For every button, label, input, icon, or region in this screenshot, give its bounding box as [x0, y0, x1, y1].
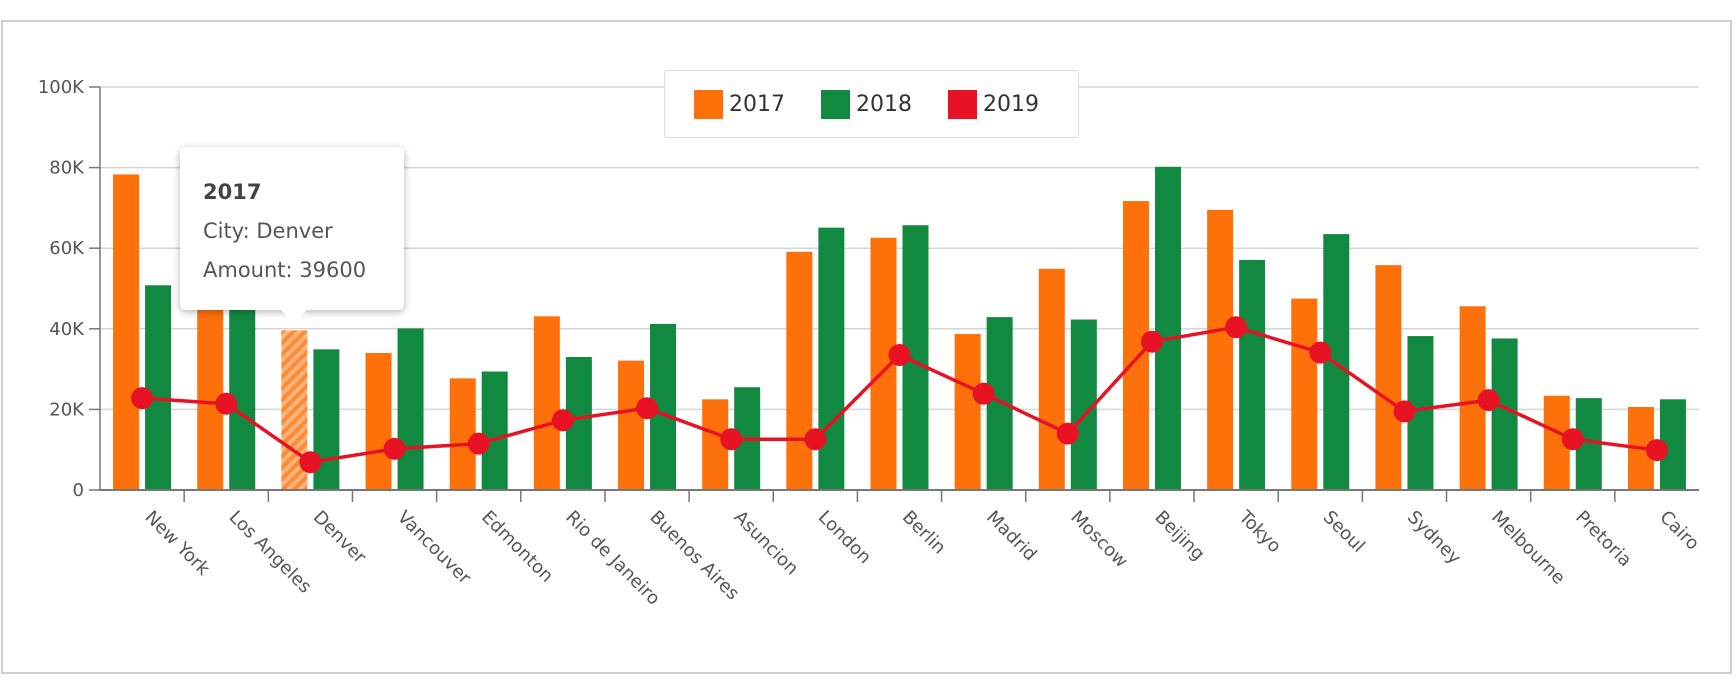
point-2019-beijing[interactable]: [1140, 330, 1163, 353]
point-2019-vancouver[interactable]: [383, 437, 406, 460]
tooltip-city: City: Denver: [203, 219, 333, 243]
bar-2018-new-york[interactable]: [145, 285, 172, 490]
x-tick-label: Melbourne: [1487, 507, 1569, 589]
x-tick-label: Sydney: [1403, 507, 1465, 569]
x-tick-label: Denver: [309, 507, 371, 569]
legend-item-2017[interactable]: 2017: [694, 89, 785, 119]
bar-2017-edmonton[interactable]: [449, 378, 476, 490]
bar-2018-london[interactable]: [818, 227, 845, 490]
point-2019-pretoria[interactable]: [1561, 428, 1584, 451]
bar-2017-seoul[interactable]: [1291, 298, 1318, 490]
point-2019-denver[interactable]: [299, 451, 322, 474]
bar-2017-buenos-aires[interactable]: [618, 360, 645, 490]
point-2019-berlin[interactable]: [888, 343, 911, 366]
bar-2018-edmonton[interactable]: [481, 371, 508, 490]
point-2019-melbourne[interactable]: [1477, 389, 1500, 412]
y-tick-label: 100K: [38, 77, 85, 98]
x-tick-label: Madrid: [982, 507, 1041, 566]
x-tick-label: Vancouver: [393, 507, 475, 589]
tooltip-title: 2017: [203, 180, 262, 204]
point-2019-asuncion[interactable]: [720, 428, 743, 451]
bar-2017-moscow[interactable]: [1038, 268, 1065, 490]
bar-2018-tokyo[interactable]: [1239, 259, 1266, 490]
chart-container: [1, 20, 1732, 674]
point-2019-buenos-aires[interactable]: [636, 397, 659, 420]
point-2019-seoul[interactable]: [1309, 341, 1332, 364]
legend-label: 2017: [729, 91, 785, 117]
y-tick-label: 60K: [49, 238, 85, 259]
x-tick-label: New York: [141, 507, 215, 581]
legend-swatch-2017: [694, 89, 723, 119]
point-2019-cairo[interactable]: [1645, 439, 1668, 462]
legend: 2017 2018 2019: [664, 70, 1079, 138]
legend-swatch-2019: [948, 89, 977, 119]
legend-swatch-2018: [821, 89, 850, 119]
bar-2017-rio-de-janeiro[interactable]: [533, 316, 560, 490]
point-2019-rio-de-janeiro[interactable]: [551, 409, 574, 432]
point-2019-london[interactable]: [804, 428, 827, 451]
y-tick-label: 40K: [49, 319, 85, 340]
bar-2017-tokyo[interactable]: [1207, 209, 1234, 491]
bar-2018-los-angeles[interactable]: [229, 296, 256, 490]
x-tick-label: Beijing: [1150, 507, 1208, 565]
bar-2017-new-york[interactable]: [113, 174, 140, 491]
bar-2017-sydney[interactable]: [1375, 265, 1402, 490]
point-2019-moscow[interactable]: [1056, 422, 1079, 445]
x-tick-label: Los Angeles: [225, 507, 316, 598]
point-2019-new-york[interactable]: [131, 387, 154, 410]
point-2019-sydney[interactable]: [1393, 400, 1416, 423]
legend-item-2019[interactable]: 2019: [948, 89, 1039, 119]
x-tick-label: Tokyo: [1234, 506, 1285, 557]
x-tick-label: Berlin: [898, 507, 950, 559]
bar-2018-madrid[interactable]: [986, 317, 1013, 490]
point-2019-los-angeles[interactable]: [215, 392, 238, 415]
point-2019-madrid[interactable]: [972, 382, 995, 405]
bar-2017-vancouver[interactable]: [365, 352, 392, 490]
y-tick-label: 0: [73, 480, 84, 501]
x-tick-label: London: [814, 507, 876, 569]
x-tick-label: Asuncion: [730, 507, 803, 580]
y-tick-label: 80K: [49, 158, 85, 179]
x-tick-label: Seoul: [1319, 507, 1369, 557]
bar-2018-vancouver[interactable]: [397, 328, 424, 490]
tooltip: 2017 City: Denver Amount: 39600: [180, 147, 404, 323]
bar-2017-london[interactable]: [786, 251, 813, 490]
legend-label: 2018: [856, 91, 912, 117]
point-2019-tokyo[interactable]: [1225, 316, 1248, 339]
bar-2017-los-angeles[interactable]: [197, 280, 224, 490]
x-tick-label: Edmonton: [477, 507, 557, 587]
bar-2018-melbourne[interactable]: [1491, 338, 1518, 490]
x-tick-label: Moscow: [1066, 507, 1131, 572]
legend-label: 2019: [983, 91, 1039, 117]
bar-2018-beijing[interactable]: [1154, 166, 1181, 490]
legend-item-2018[interactable]: 2018: [821, 89, 912, 119]
point-2019-edmonton[interactable]: [467, 432, 490, 455]
tooltip-amount: Amount: 39600: [203, 258, 367, 282]
x-tick-label: Pretoria: [1571, 507, 1635, 571]
x-tick-label: Cairo: [1655, 507, 1703, 555]
y-tick-label: 20K: [49, 399, 85, 420]
bar-2017-madrid[interactable]: [954, 334, 981, 490]
